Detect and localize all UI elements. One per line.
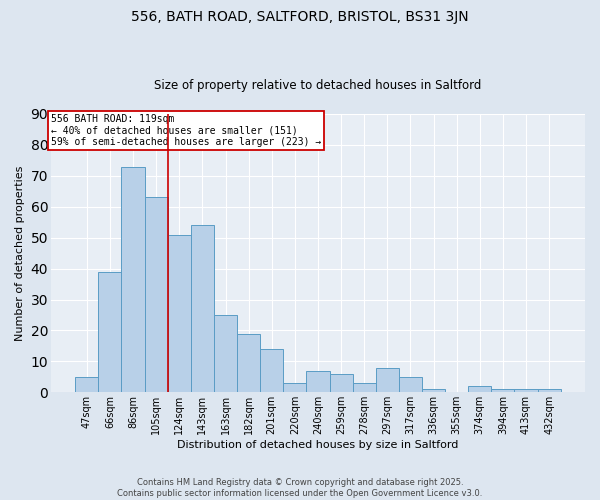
Bar xyxy=(145,198,168,392)
Bar xyxy=(538,389,561,392)
Bar xyxy=(191,226,214,392)
Bar xyxy=(307,370,329,392)
Bar xyxy=(353,383,376,392)
Bar xyxy=(491,389,514,392)
Bar xyxy=(283,383,307,392)
Bar xyxy=(214,315,237,392)
Text: 556 BATH ROAD: 119sqm
← 40% of detached houses are smaller (151)
59% of semi-det: 556 BATH ROAD: 119sqm ← 40% of detached … xyxy=(51,114,321,147)
Y-axis label: Number of detached properties: Number of detached properties xyxy=(15,166,25,341)
Bar xyxy=(422,389,445,392)
Bar xyxy=(376,368,399,392)
X-axis label: Distribution of detached houses by size in Saltford: Distribution of detached houses by size … xyxy=(177,440,458,450)
Bar xyxy=(399,377,422,392)
Bar xyxy=(260,349,283,393)
Bar xyxy=(75,377,98,392)
Bar xyxy=(514,389,538,392)
Title: Size of property relative to detached houses in Saltford: Size of property relative to detached ho… xyxy=(154,79,482,92)
Bar xyxy=(468,386,491,392)
Text: Contains HM Land Registry data © Crown copyright and database right 2025.
Contai: Contains HM Land Registry data © Crown c… xyxy=(118,478,482,498)
Text: 556, BATH ROAD, SALTFORD, BRISTOL, BS31 3JN: 556, BATH ROAD, SALTFORD, BRISTOL, BS31 … xyxy=(131,10,469,24)
Bar xyxy=(98,272,121,392)
Bar xyxy=(168,234,191,392)
Bar xyxy=(121,166,145,392)
Bar xyxy=(329,374,353,392)
Bar xyxy=(237,334,260,392)
